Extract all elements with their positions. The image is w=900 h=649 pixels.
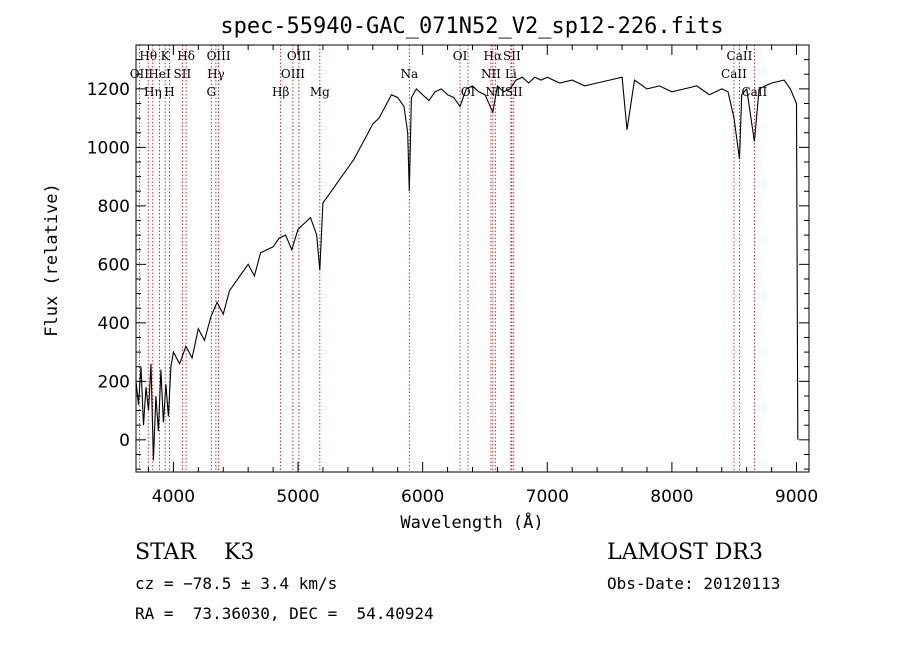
line-label: OI xyxy=(453,49,468,63)
line-label: Mg xyxy=(310,85,330,99)
plot-frame xyxy=(135,44,810,473)
y-tick-label: 1200 xyxy=(87,80,130,100)
y-tick-label: 1000 xyxy=(87,138,130,158)
x-tick-label: 4000 xyxy=(152,487,195,507)
object-class: STAR K3 xyxy=(135,540,255,565)
line-label: SII xyxy=(174,67,192,81)
line-label: Hθ xyxy=(139,49,157,63)
line-label: OIII xyxy=(287,49,311,63)
line-label: Hγ xyxy=(207,67,225,81)
line-label: K xyxy=(161,49,171,63)
line-label: OIII xyxy=(207,49,231,63)
line-label: H xyxy=(164,85,174,99)
flux-series-line xyxy=(135,76,799,461)
y-tick-label: 200 xyxy=(98,372,130,392)
x-tick-label: 7000 xyxy=(526,487,569,507)
line-label: SII xyxy=(503,49,521,63)
line-label: Li xyxy=(505,67,517,81)
y-tick-label: 400 xyxy=(98,314,130,334)
axes: 4000 5000 6000 7000 8000 9000 0 200 400 600 800 100… xyxy=(87,45,818,507)
line-label: CaII xyxy=(721,67,747,81)
redshift-velocity: cz = −78.5 ± 3.4 km/s xyxy=(135,574,338,593)
line-label: SII xyxy=(505,85,523,99)
line-label: HeI xyxy=(148,67,171,81)
observation-date: Obs-Date: 20120113 xyxy=(607,574,781,593)
line-label: Hβ xyxy=(272,85,289,99)
x-tick-label: 8000 xyxy=(650,487,693,507)
survey-name: LAMOST DR3 xyxy=(607,540,763,565)
y-tick-label: 0 xyxy=(119,431,130,451)
y-tick-label: 600 xyxy=(98,255,130,275)
series-layer xyxy=(135,76,799,461)
x-axis-label: Wavelength (Å) xyxy=(400,511,543,533)
coordinates: RA = 73.36030, DEC = 54.40924 xyxy=(135,604,434,623)
line-label: Na xyxy=(400,67,418,81)
chart-title: spec-55940-GAC_071N52_V2_sp12-226.fits xyxy=(220,14,723,39)
line-label: CaII xyxy=(727,49,753,63)
y-axis-label: Flux (relative) xyxy=(42,183,62,337)
line-label: Hη xyxy=(144,85,162,99)
line-label: G xyxy=(206,85,216,99)
x-tick-label: 6000 xyxy=(401,487,444,507)
line-label: Hα xyxy=(484,49,503,63)
x-tick-label: 5000 xyxy=(276,487,319,507)
line-label: OIII xyxy=(281,67,305,81)
y-tick-label: 800 xyxy=(98,197,130,217)
line-label: Hδ xyxy=(177,49,195,63)
line-label: NII xyxy=(481,67,501,81)
x-tick-label: 9000 xyxy=(775,487,818,507)
